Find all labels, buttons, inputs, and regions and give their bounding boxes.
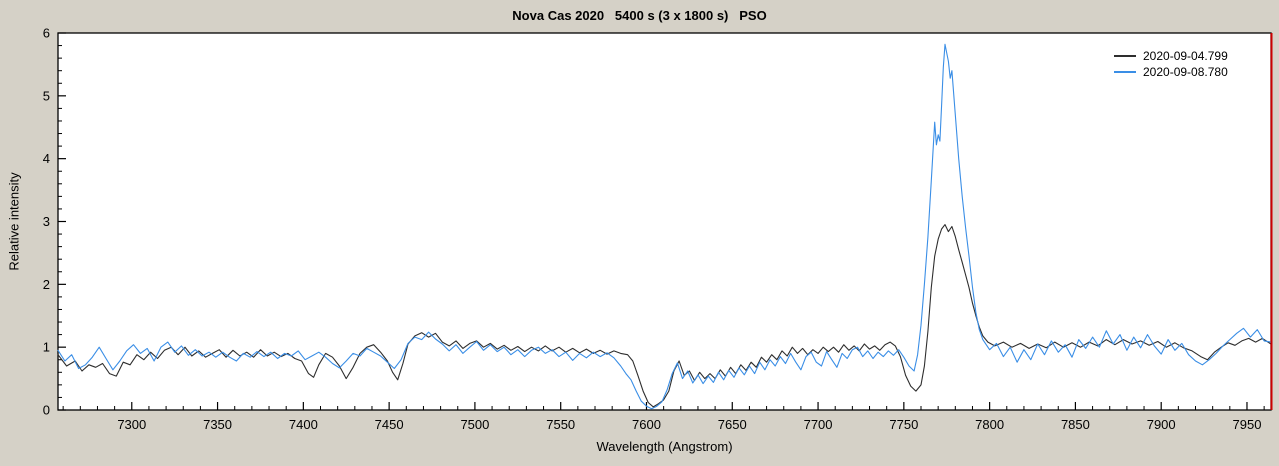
x-tick-label: 7950 xyxy=(1233,417,1262,432)
y-tick-label: 1 xyxy=(43,340,50,355)
x-tick-label: 7450 xyxy=(375,417,404,432)
legend: 2020-09-04.799 2020-09-08.780 xyxy=(1114,48,1228,79)
y-axis-title: Relative intensity xyxy=(6,171,22,271)
y-tick-label: 6 xyxy=(43,26,50,41)
x-tick-label: 7500 xyxy=(460,417,489,432)
series-line-swatch xyxy=(1114,54,1136,57)
plot-frame xyxy=(57,32,1272,411)
x-tick-label: 7650 xyxy=(718,417,747,432)
series-line-swatch xyxy=(1114,70,1136,73)
x-tick-label: 7350 xyxy=(203,417,232,432)
legend-label: 2020-09-08.780 xyxy=(1143,64,1228,79)
x-tick-label: 7400 xyxy=(289,417,318,432)
x-tick-label: 7800 xyxy=(975,417,1004,432)
chart-title: Nova Cas 2020 5400 s (3 x 1800 s) PSO xyxy=(512,8,767,23)
y-tick-label: 5 xyxy=(43,88,50,103)
y-tick-label: 4 xyxy=(43,151,50,166)
x-tick-label: 7550 xyxy=(546,417,575,432)
x-tick-label: 7700 xyxy=(804,417,833,432)
y-tick-label: 2 xyxy=(43,277,50,292)
x-tick-label: 7750 xyxy=(889,417,918,432)
series-line-2020-09-08.780 xyxy=(57,43,1272,410)
y-tick-label: 0 xyxy=(43,403,50,418)
x-tick-label: 7900 xyxy=(1147,417,1176,432)
x-tick-label: 7850 xyxy=(1061,417,1090,432)
x-tick-label: 7600 xyxy=(632,417,661,432)
legend-entry: 2020-09-04.799 xyxy=(1114,48,1228,63)
y-tick-label: 3 xyxy=(43,214,50,229)
x-tick-label: 7300 xyxy=(117,417,146,432)
legend-entry: 2020-09-08.780 xyxy=(1114,64,1228,79)
x-axis-title: Wavelength (Angstrom) xyxy=(596,439,733,454)
legend-label: 2020-09-04.799 xyxy=(1143,48,1228,63)
